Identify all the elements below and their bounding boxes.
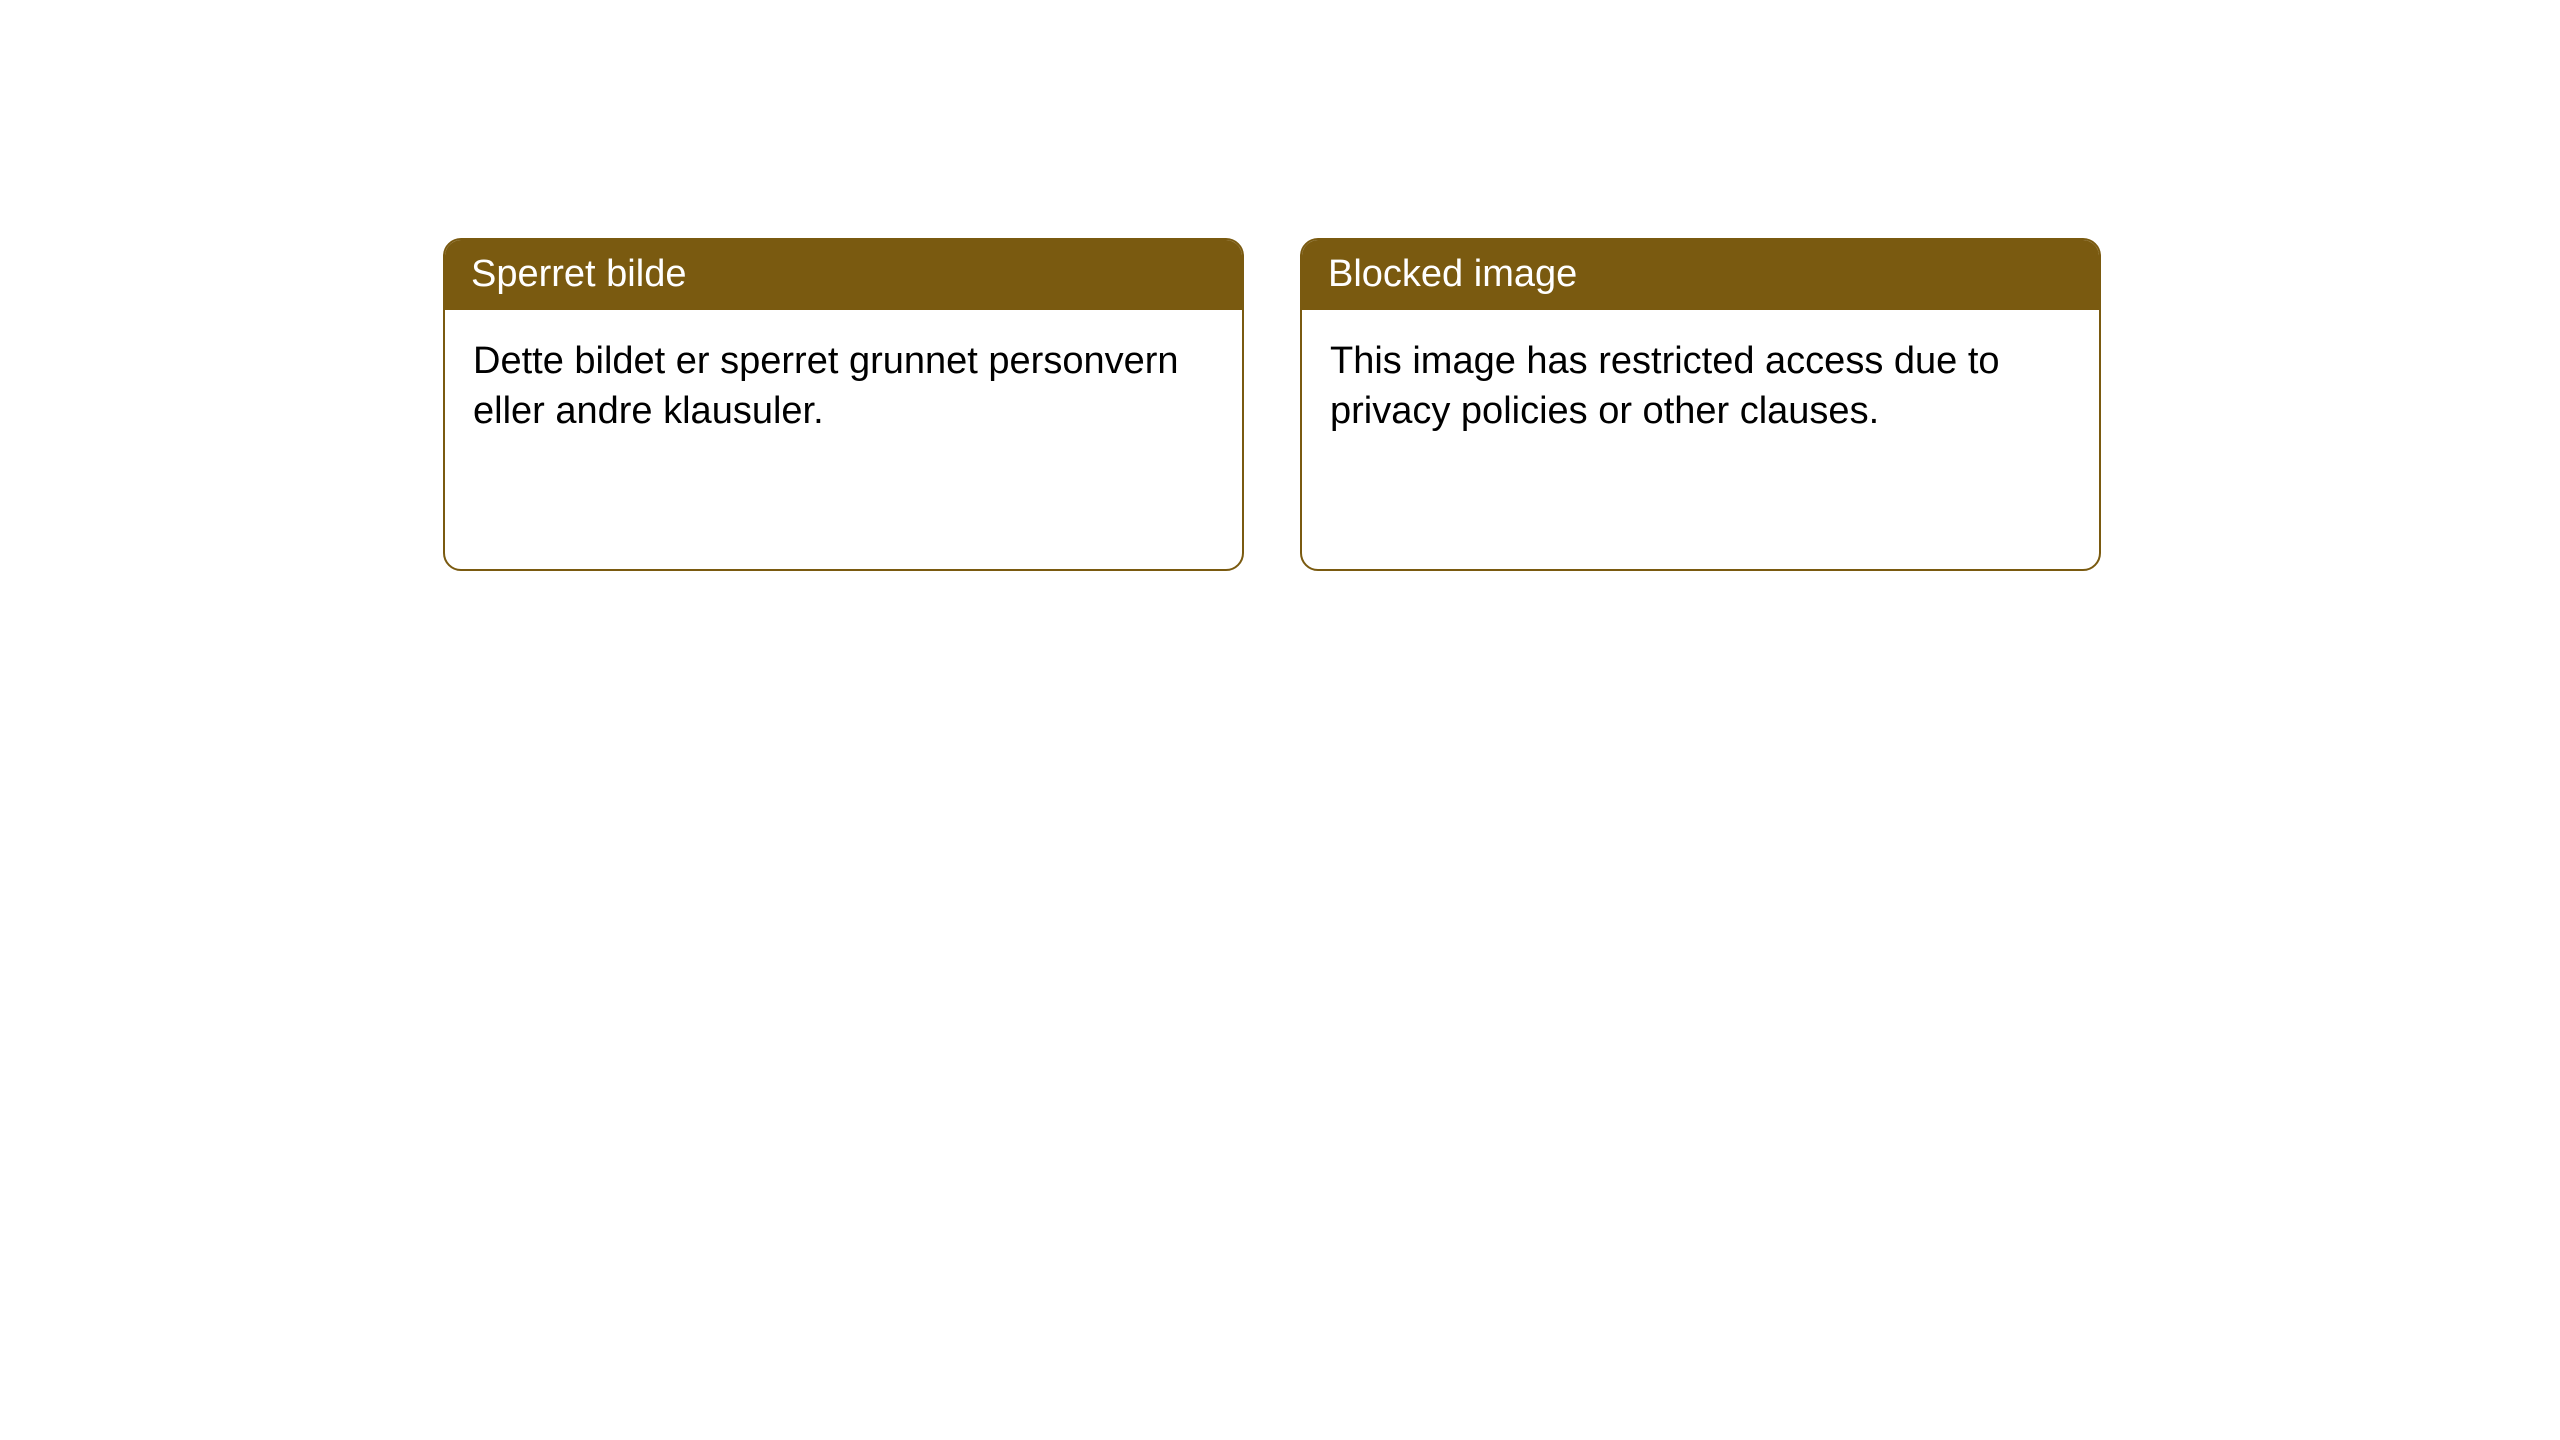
notice-card-body: This image has restricted access due to … xyxy=(1302,310,2099,462)
notice-container: Sperret bilde Dette bildet er sperret gr… xyxy=(0,0,2560,571)
notice-card-body: Dette bildet er sperret grunnet personve… xyxy=(445,310,1242,462)
notice-card-no: Sperret bilde Dette bildet er sperret gr… xyxy=(443,238,1244,571)
notice-card-en: Blocked image This image has restricted … xyxy=(1300,238,2101,571)
notice-card-title: Blocked image xyxy=(1302,240,2099,310)
notice-card-title: Sperret bilde xyxy=(445,240,1242,310)
